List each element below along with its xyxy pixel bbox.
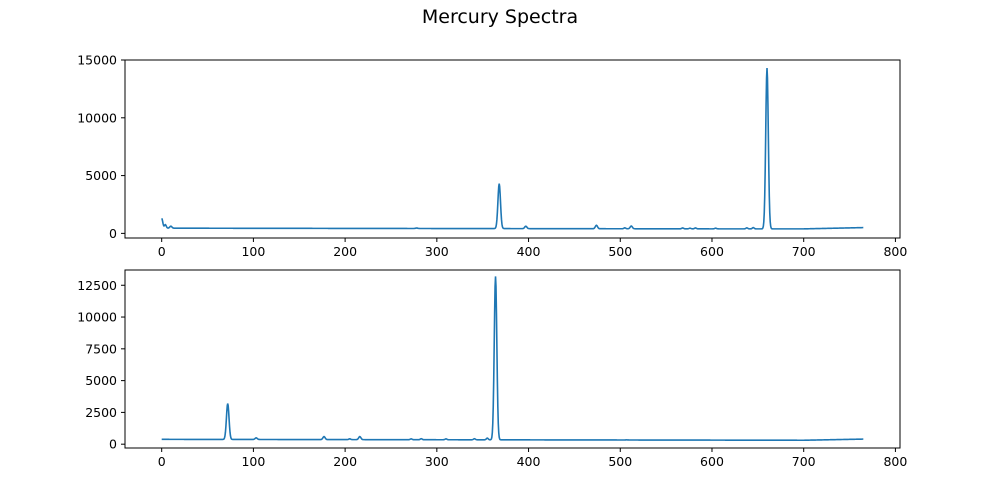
subplot-2: 0 100 200 300 400 500 600 700 800 0 2500 5000 7500 10… bbox=[77, 269, 907, 469]
x-tick-label: 600 bbox=[700, 244, 724, 259]
x-tick-label: 100 bbox=[241, 244, 265, 259]
x-tick-label: 300 bbox=[425, 454, 449, 469]
axes-frame-1 bbox=[124, 59, 901, 239]
y-tick-label: 5000 bbox=[85, 168, 117, 183]
x-tick-label: 400 bbox=[517, 454, 541, 469]
y-tick-label: 2500 bbox=[85, 405, 117, 420]
x-tick-label: 200 bbox=[333, 454, 357, 469]
y-tick-label: 7500 bbox=[85, 341, 117, 356]
y-tick-label: 0 bbox=[109, 226, 117, 241]
subplot-1: 0 100 200 300 400 500 600 700 800 0 5000 10000 15000 bbox=[77, 53, 907, 260]
figure-title: Mercury Spectra bbox=[421, 6, 579, 28]
y-tick-label: 0 bbox=[109, 437, 117, 452]
y-tick-label: 15000 bbox=[77, 53, 117, 68]
x-tick-label: 500 bbox=[608, 454, 632, 469]
x-tick-label: 700 bbox=[792, 454, 816, 469]
y-tick-label: 10000 bbox=[77, 310, 117, 325]
x-tick-label: 0 bbox=[158, 454, 166, 469]
y-tick-label: 5000 bbox=[85, 373, 117, 388]
x-tick-label: 0 bbox=[158, 244, 166, 259]
x-tick-label: 700 bbox=[792, 244, 816, 259]
spectrum-line-2 bbox=[161, 276, 864, 442]
x-tick-label: 100 bbox=[241, 454, 265, 469]
x-tick-label: 800 bbox=[883, 244, 907, 259]
x-tick-label: 300 bbox=[425, 244, 449, 259]
x-tick-label: 400 bbox=[517, 244, 541, 259]
y-tick-label: 10000 bbox=[77, 110, 117, 125]
axes-frame-2 bbox=[124, 269, 901, 449]
spectrum-line-1 bbox=[160, 68, 864, 230]
x-tick-label: 200 bbox=[333, 244, 357, 259]
y-tick-label: 12500 bbox=[77, 278, 117, 293]
x-tick-label: 600 bbox=[700, 454, 724, 469]
x-tick-label: 800 bbox=[883, 454, 907, 469]
x-tick-label: 500 bbox=[608, 244, 632, 259]
